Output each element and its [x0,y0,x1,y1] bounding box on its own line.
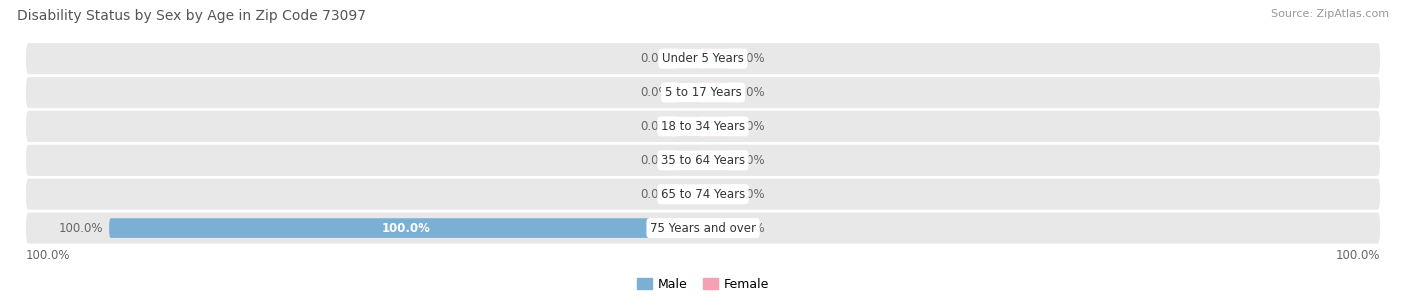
FancyBboxPatch shape [25,111,1381,142]
FancyBboxPatch shape [676,117,703,136]
Text: 75 Years and over: 75 Years and over [650,221,756,235]
Text: 100.0%: 100.0% [381,221,430,235]
Text: 100.0%: 100.0% [1336,249,1381,262]
Text: 0.0%: 0.0% [735,154,765,167]
FancyBboxPatch shape [703,150,730,170]
Text: 0.0%: 0.0% [641,154,671,167]
Text: 0.0%: 0.0% [641,86,671,99]
Text: 0.0%: 0.0% [735,221,765,235]
Text: 0.0%: 0.0% [641,52,671,65]
FancyBboxPatch shape [25,43,1381,74]
FancyBboxPatch shape [25,179,1381,210]
FancyBboxPatch shape [25,145,1381,176]
Text: 0.0%: 0.0% [641,188,671,201]
FancyBboxPatch shape [703,83,730,102]
FancyBboxPatch shape [110,218,703,238]
Text: 65 to 74 Years: 65 to 74 Years [661,188,745,201]
Text: 100.0%: 100.0% [25,249,70,262]
Text: 5 to 17 Years: 5 to 17 Years [665,86,741,99]
FancyBboxPatch shape [25,213,1381,244]
FancyBboxPatch shape [703,184,730,204]
Text: Disability Status by Sex by Age in Zip Code 73097: Disability Status by Sex by Age in Zip C… [17,9,366,23]
Text: 0.0%: 0.0% [735,120,765,133]
Legend: Male, Female: Male, Female [637,278,769,291]
FancyBboxPatch shape [676,150,703,170]
FancyBboxPatch shape [703,117,730,136]
FancyBboxPatch shape [703,218,730,238]
Text: 0.0%: 0.0% [735,52,765,65]
FancyBboxPatch shape [25,77,1381,108]
Text: 100.0%: 100.0% [59,221,103,235]
FancyBboxPatch shape [676,83,703,102]
Text: 35 to 64 Years: 35 to 64 Years [661,154,745,167]
Text: 18 to 34 Years: 18 to 34 Years [661,120,745,133]
Text: Source: ZipAtlas.com: Source: ZipAtlas.com [1271,9,1389,19]
Text: 0.0%: 0.0% [735,86,765,99]
FancyBboxPatch shape [676,49,703,68]
Text: 0.0%: 0.0% [735,188,765,201]
Text: 0.0%: 0.0% [641,120,671,133]
FancyBboxPatch shape [703,49,730,68]
FancyBboxPatch shape [676,184,703,204]
Text: Under 5 Years: Under 5 Years [662,52,744,65]
